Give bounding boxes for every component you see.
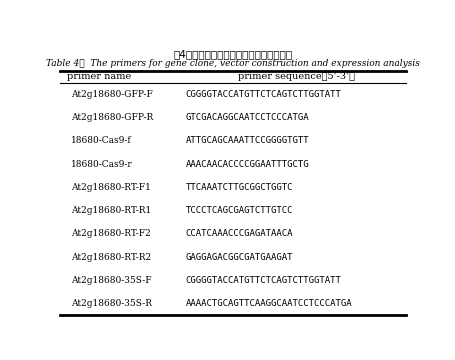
- Text: ATTGCAGCAAATTCCGGGGTGTT: ATTGCAGCAAATTCCGGGGTGTT: [186, 136, 309, 145]
- Text: CCATCAAACCCGAGATAACA: CCATCAAACCCGAGATAACA: [186, 229, 293, 238]
- Text: GAGGAGACGGCGATGAAGAT: GAGGAGACGGCGATGAAGAT: [186, 253, 293, 262]
- Text: At2g18680-RT-F1: At2g18680-RT-F1: [71, 183, 151, 192]
- Text: At2g18680-GFP-F: At2g18680-GFP-F: [71, 90, 153, 99]
- Text: 18680-Cas9-r: 18680-Cas9-r: [71, 159, 133, 168]
- Text: GTCGACAGGCAATCCTCCCATGA: GTCGACAGGCAATCCTCCCATGA: [186, 113, 309, 122]
- Text: CGGGGTACCATGTTCTCAGTCTTGGTATT: CGGGGTACCATGTTCTCAGTCTTGGTATT: [186, 276, 341, 285]
- Text: At2g18680-RT-F2: At2g18680-RT-F2: [71, 229, 151, 238]
- Text: Table 4：  The primers for gene clone, vector construction and expression analysi: Table 4： The primers for gene clone, vec…: [46, 59, 420, 68]
- Text: 表4：基因克隆、载体构建与表达分析引物: 表4：基因克隆、载体构建与表达分析引物: [174, 49, 293, 59]
- Text: 18680-Cas9-f: 18680-Cas9-f: [71, 136, 131, 145]
- Text: At2g18680-35S-R: At2g18680-35S-R: [71, 299, 152, 308]
- Text: At2g18680-35S-F: At2g18680-35S-F: [71, 276, 152, 285]
- Text: At2g18680-GFP-R: At2g18680-GFP-R: [71, 113, 153, 122]
- Text: CGGGGTACCATGTTCTCAGTCTTGGTATT: CGGGGTACCATGTTCTCAGTCTTGGTATT: [186, 90, 341, 99]
- Text: primer name: primer name: [67, 72, 131, 81]
- Text: TTCAAATCTTGCGGCTGGTC: TTCAAATCTTGCGGCTGGTC: [186, 183, 293, 192]
- Text: TCCCTCAGCGAGTCTTGTCC: TCCCTCAGCGAGTCTTGTCC: [186, 206, 293, 215]
- Text: primer sequence（5’-3’）: primer sequence（5’-3’）: [238, 72, 355, 81]
- Text: At2g18680-RT-R1: At2g18680-RT-R1: [71, 206, 151, 215]
- Text: AAACAACACCCCGGAATTTGCTG: AAACAACACCCCGGAATTTGCTG: [186, 159, 309, 168]
- Text: At2g18680-RT-R2: At2g18680-RT-R2: [71, 253, 151, 262]
- Text: AAAACTGCAGTTCAAGGCAATCCTCCCATGA: AAAACTGCAGTTCAAGGCAATCCTCCCATGA: [186, 299, 352, 308]
